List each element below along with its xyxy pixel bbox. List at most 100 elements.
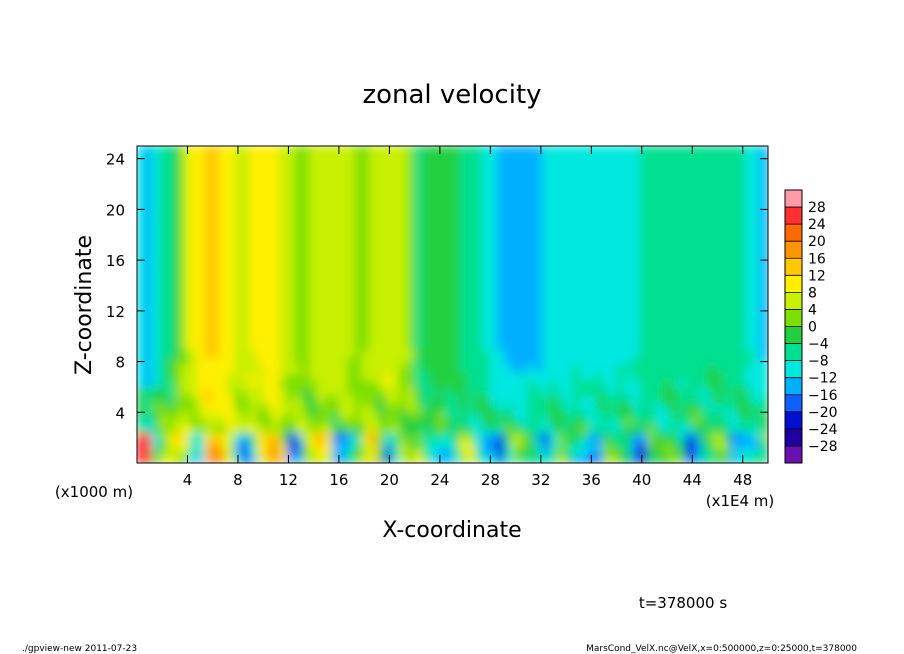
heatmap-cell	[752, 296, 761, 305]
heatmap-cell	[234, 371, 243, 381]
heatmap-cell	[512, 146, 521, 155]
heatmap-cell	[519, 175, 529, 185]
heatmap-cell	[331, 417, 341, 426]
heatmap-cell	[196, 205, 206, 215]
heatmap-cell	[662, 394, 671, 404]
heatmap-cell	[647, 387, 656, 396]
heatmap-cell	[519, 160, 529, 170]
heatmap-cell	[587, 432, 596, 441]
x-axis: 4 8 12 16 20 24 28 32 36 40 44 48	[183, 146, 752, 489]
heatmap-cell	[264, 349, 273, 358]
heatmap-cell	[527, 326, 536, 336]
heatmap-cell	[707, 190, 716, 200]
heatmap-cell	[301, 454, 311, 463]
heatmap-cell	[594, 364, 604, 373]
heatmap-cell	[632, 394, 641, 404]
heatmap-cell	[474, 146, 484, 155]
heatmap-cell	[166, 281, 176, 290]
heatmap-cell	[204, 432, 213, 441]
heatmap-cell	[159, 356, 168, 366]
heatmap-cell	[639, 183, 649, 192]
heatmap-cell	[324, 198, 333, 207]
heatmap-cell	[331, 273, 341, 283]
heatmap-cell	[452, 183, 461, 192]
heatmap-cell	[271, 168, 281, 177]
heatmap-cell	[692, 334, 701, 343]
heatmap-cell	[467, 213, 476, 222]
heatmap-cell	[632, 356, 641, 366]
heatmap-cell	[361, 319, 371, 328]
heatmap-cell	[639, 146, 649, 155]
heatmap-cell	[369, 175, 378, 185]
heatmap-cell	[744, 402, 754, 411]
heatmap-cell	[234, 258, 243, 268]
heatmap-cell	[414, 447, 423, 456]
heatmap-cell	[166, 190, 176, 200]
heatmap-cell	[144, 183, 153, 192]
heatmap-cell	[399, 311, 408, 321]
heatmap-cell	[204, 387, 213, 396]
heatmap-cell	[504, 394, 514, 404]
heatmap-cell	[429, 432, 438, 441]
colorbar-swatch	[785, 258, 802, 276]
heatmap-cell	[391, 205, 401, 215]
heatmap-cell	[301, 447, 311, 456]
heatmap-cell	[234, 251, 243, 260]
heatmap-cell	[549, 190, 559, 200]
heatmap-cell	[459, 394, 469, 404]
heatmap-cell	[241, 364, 251, 373]
heatmap-cell	[391, 447, 401, 456]
heatmap-cell	[376, 288, 386, 298]
heatmap-cell	[204, 251, 213, 260]
heatmap-cell	[549, 160, 559, 170]
heatmap-cell	[639, 447, 649, 456]
heatmap-cell	[699, 175, 709, 185]
heatmap-cell	[512, 220, 521, 230]
heatmap-cell	[346, 454, 356, 463]
heatmap-cell	[489, 281, 499, 290]
heatmap-cell	[144, 190, 153, 200]
heatmap-cell	[204, 296, 213, 305]
heatmap-cell	[459, 409, 469, 419]
heatmap-cell	[714, 304, 724, 313]
heatmap-cell	[452, 251, 461, 260]
heatmap-cell	[527, 190, 536, 200]
heatmap-cell	[557, 266, 566, 275]
heatmap-cell	[354, 243, 363, 253]
heatmap-cell	[301, 220, 311, 230]
heatmap-cell	[752, 432, 761, 441]
heatmap-cell	[759, 326, 768, 336]
heatmap-cell	[384, 266, 393, 275]
heatmap-cell	[602, 281, 611, 290]
heatmap-cell	[331, 168, 341, 177]
heatmap-cell	[729, 311, 739, 321]
heatmap-cell	[482, 220, 491, 230]
heatmap-cell	[429, 281, 438, 290]
heatmap-cell	[759, 454, 768, 463]
heatmap-cell	[519, 205, 529, 215]
heatmap-cell	[421, 153, 431, 162]
heatmap-cell	[467, 228, 476, 238]
heatmap-cell	[587, 236, 596, 245]
heatmap-cell	[654, 205, 664, 215]
heatmap-cell	[436, 228, 446, 238]
heatmap-cell	[376, 251, 386, 260]
heatmap-cell	[692, 175, 701, 185]
heatmap-cell	[264, 439, 273, 449]
heatmap-cell	[271, 273, 281, 283]
heatmap-cell	[504, 334, 514, 343]
heatmap-cell	[166, 319, 176, 328]
heatmap-cell	[504, 379, 514, 389]
heatmap-cell	[286, 220, 296, 230]
heatmap-cell	[309, 296, 318, 305]
heatmap-cell	[421, 183, 431, 192]
heatmap-cell	[294, 424, 303, 434]
heatmap-cell	[632, 168, 641, 177]
heatmap-cell	[677, 326, 686, 336]
heatmap-cell	[534, 356, 544, 366]
heatmap-cell	[497, 153, 506, 162]
heatmap-cell	[729, 334, 739, 343]
heatmap-cell	[699, 447, 709, 456]
heatmap-cell	[587, 281, 596, 290]
heatmap-cell	[324, 146, 333, 155]
